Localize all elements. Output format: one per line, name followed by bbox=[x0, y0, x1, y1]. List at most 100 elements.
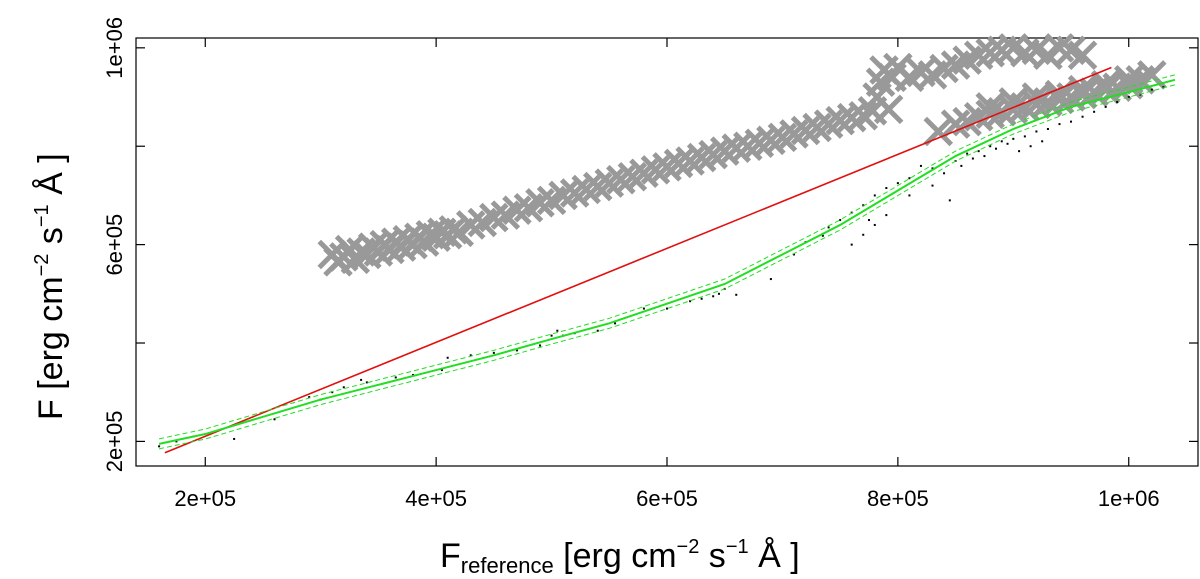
data-point bbox=[365, 381, 368, 384]
data-point bbox=[885, 214, 888, 217]
cross-marker bbox=[873, 94, 904, 125]
data-point bbox=[977, 150, 980, 153]
data-point bbox=[1104, 105, 1107, 108]
x-tick-label: 8e+05 bbox=[867, 486, 929, 511]
x-tick-label: 4e+05 bbox=[405, 486, 467, 511]
data-point bbox=[233, 437, 236, 440]
data-point bbox=[700, 297, 703, 300]
data-point bbox=[885, 187, 888, 190]
data-point bbox=[827, 226, 830, 229]
data-point bbox=[908, 194, 911, 197]
fit-lines bbox=[158, 66, 1176, 454]
data-point bbox=[873, 194, 876, 197]
data-point bbox=[769, 278, 772, 281]
data-point bbox=[717, 292, 720, 295]
data-point bbox=[273, 418, 276, 421]
data-point bbox=[614, 322, 617, 325]
cross-marker bbox=[1113, 65, 1144, 95]
data-point bbox=[342, 386, 345, 389]
x-axis-title: Freference [erg cm−2 s−1 Å ] bbox=[440, 536, 800, 578]
data-point bbox=[908, 177, 911, 180]
data-point bbox=[943, 172, 946, 175]
data-point bbox=[360, 378, 363, 381]
x-tick-label: 1e+06 bbox=[1098, 486, 1160, 511]
data-point bbox=[1006, 142, 1009, 145]
data-point bbox=[1150, 88, 1153, 91]
data-point bbox=[596, 329, 599, 332]
data-point bbox=[850, 243, 853, 246]
cross-marker bbox=[721, 133, 752, 163]
data-point bbox=[689, 300, 692, 303]
data-point bbox=[862, 204, 865, 207]
data-point bbox=[931, 184, 934, 187]
data-point bbox=[1046, 128, 1049, 131]
data-point bbox=[868, 219, 871, 222]
data-point bbox=[469, 354, 472, 357]
data-point bbox=[839, 219, 842, 222]
cross-marker bbox=[836, 102, 867, 133]
data-point bbox=[158, 445, 161, 448]
data-point bbox=[873, 223, 876, 226]
data-point bbox=[1093, 110, 1096, 113]
data-point bbox=[1029, 145, 1032, 148]
data-point bbox=[994, 147, 997, 150]
black-dot-series bbox=[158, 86, 1165, 448]
data-point bbox=[896, 182, 899, 185]
data-point bbox=[948, 199, 951, 202]
cross-marker bbox=[975, 92, 1005, 122]
x-tick-label: 2e+05 bbox=[174, 486, 236, 511]
y-tick-label: 1e+06 bbox=[102, 17, 127, 79]
data-point bbox=[1081, 115, 1084, 118]
y-tick-label: 6e+05 bbox=[102, 214, 127, 276]
reference-line bbox=[164, 66, 1112, 454]
y-tick-label: 2e+05 bbox=[102, 411, 127, 473]
data-point bbox=[550, 334, 553, 337]
fit-upper-bound bbox=[158, 74, 1176, 440]
data-point bbox=[1127, 96, 1130, 99]
data-point bbox=[1139, 93, 1142, 96]
data-point bbox=[1000, 140, 1003, 143]
data-point bbox=[1023, 135, 1026, 138]
axis-ticks: 2e+05 4e+05 6e+05 8e+05 1e+06 2e+05 6e+05 1e+06 bbox=[102, 17, 1198, 511]
cross-marker bbox=[1067, 40, 1098, 70]
data-point bbox=[666, 307, 668, 310]
data-point bbox=[331, 391, 334, 394]
data-point bbox=[966, 152, 969, 155]
data-point bbox=[1070, 120, 1073, 123]
data-point bbox=[792, 253, 795, 256]
fit-curve bbox=[158, 78, 1176, 445]
data-point bbox=[492, 351, 495, 354]
y-axis-title: F [erg cm−2 s−1 Å ] bbox=[31, 153, 70, 420]
data-point bbox=[1012, 137, 1015, 140]
data-point bbox=[515, 349, 518, 352]
fit-lower-bound bbox=[158, 84, 1176, 450]
data-point bbox=[983, 155, 986, 158]
data-point bbox=[1058, 123, 1061, 126]
x-tick-label: 6e+05 bbox=[636, 486, 698, 511]
data-point bbox=[446, 356, 449, 359]
data-point bbox=[989, 145, 992, 148]
data-point bbox=[821, 234, 824, 237]
data-point bbox=[1035, 130, 1038, 133]
data-point bbox=[175, 440, 178, 443]
data-point bbox=[394, 376, 397, 379]
data-point bbox=[919, 164, 922, 167]
data-point bbox=[1018, 150, 1021, 153]
data-point bbox=[735, 293, 738, 296]
data-point bbox=[960, 164, 963, 167]
data-point bbox=[556, 329, 559, 332]
data-point bbox=[642, 307, 645, 310]
data-point bbox=[1116, 100, 1119, 103]
data-point bbox=[308, 396, 311, 399]
data-point bbox=[931, 167, 934, 170]
data-point bbox=[862, 233, 865, 236]
cross-marker bbox=[1067, 74, 1098, 105]
data-point bbox=[971, 157, 974, 160]
data-point bbox=[539, 344, 542, 347]
cross-marker bbox=[1090, 69, 1121, 100]
data-point bbox=[440, 369, 443, 372]
data-point bbox=[712, 295, 715, 298]
gray-cross-series bbox=[317, 33, 1167, 277]
data-point bbox=[1162, 86, 1165, 89]
